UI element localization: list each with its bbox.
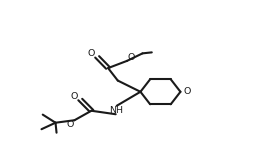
Text: O: O: [88, 49, 95, 58]
Text: NH: NH: [109, 106, 123, 116]
Text: O: O: [70, 92, 78, 101]
Text: O: O: [66, 120, 74, 129]
Text: O: O: [128, 53, 135, 62]
Text: O: O: [184, 87, 191, 96]
